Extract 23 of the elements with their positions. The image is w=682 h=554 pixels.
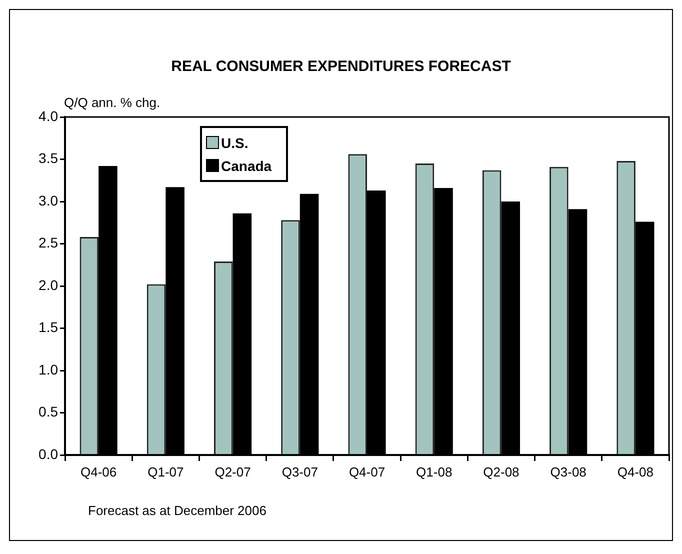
x-tick-label: Q4-08 bbox=[617, 464, 654, 480]
x-tick-label: Q1-07 bbox=[148, 464, 184, 480]
chart-title: REAL CONSUMER EXPENDITURES FORECAST bbox=[170, 58, 512, 75]
x-tick-label: Q1-08 bbox=[416, 464, 452, 480]
x-tick-label: Q3-08 bbox=[550, 464, 586, 480]
y-tick-label: 1.5 bbox=[38, 319, 58, 336]
y-tick-label: 3.5 bbox=[38, 150, 58, 166]
y-tick-label: 2.5 bbox=[38, 234, 58, 251]
x-tick-label: Q2-07 bbox=[214, 464, 251, 480]
x-tick-label: Q4-06 bbox=[80, 464, 117, 480]
text: Forecast as at December 2006 bbox=[88, 503, 266, 518]
x-tick-label: Q3-07 bbox=[282, 464, 318, 480]
y-axis-title: Q/Q ann. % chg. bbox=[64, 95, 160, 110]
y-tick-label: 1.0 bbox=[38, 361, 58, 378]
x-tick-label: Q4-07 bbox=[348, 464, 386, 480]
y-tick-label: 4.0 bbox=[38, 108, 58, 124]
legend-label: U.S. bbox=[221, 134, 248, 150]
y-tick-label: 0.5 bbox=[38, 404, 58, 420]
legend-label: Canada bbox=[221, 158, 272, 174]
x-tick-label: Q2-08 bbox=[483, 464, 520, 480]
y-tick-label: 0.0 bbox=[38, 446, 58, 462]
y-tick-label: 2.0 bbox=[38, 276, 58, 293]
y-tick-label: 3.0 bbox=[38, 192, 58, 208]
